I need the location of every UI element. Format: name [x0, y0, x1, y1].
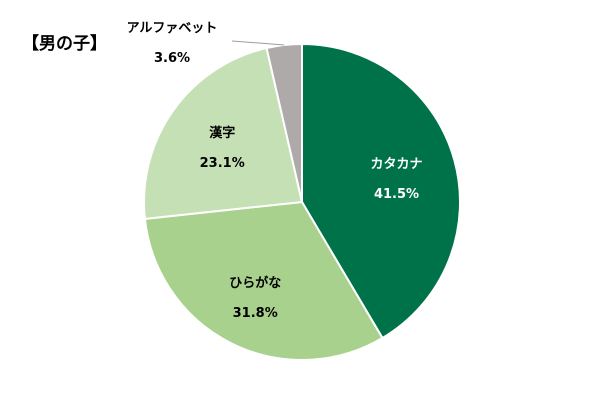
slice-value-label: 3.6%	[154, 51, 190, 66]
slice-name-label: カタカナ	[370, 157, 422, 172]
slice-value-label: 41.5%	[374, 187, 419, 202]
chart-title: 【男の子】	[22, 33, 107, 54]
pie-slices	[143, 42, 462, 361]
leader-line	[231, 40, 285, 46]
slice-2	[143, 200, 384, 361]
slice-value-label: 31.8%	[233, 306, 278, 321]
slice-name-label: アルファベット	[127, 21, 218, 36]
slice-name-label: ひらがな	[229, 275, 281, 291]
slice-3	[143, 46, 304, 220]
slice-name-label: 漢字	[209, 125, 235, 141]
slice-value-label: 23.1%	[200, 156, 245, 171]
slice-1	[301, 42, 462, 340]
slice-labels: カタカナ 41.5% ひらがな 31.8% 漢字 23.1% アルファベット 3.6%	[127, 21, 423, 321]
